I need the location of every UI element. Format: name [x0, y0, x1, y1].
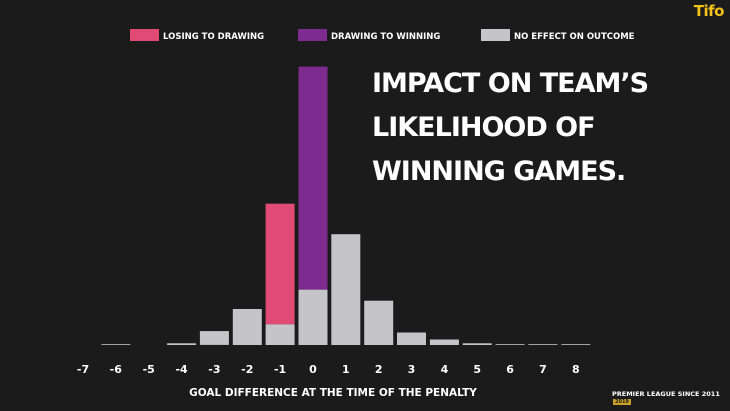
x-tick-label: -1 — [274, 363, 286, 376]
bar-no-effect-on-outcome-4 — [429, 339, 459, 345]
bar-no-effect-on-outcome-8 — [561, 344, 591, 345]
legend-swatch-no-effect-on-outcome — [481, 29, 510, 41]
x-tick-label: 0 — [309, 363, 317, 376]
bar-no-effect-on-outcome-3 — [397, 332, 426, 345]
brand-logo: Tifo — [693, 2, 725, 20]
footnote-text: Premier League since 2011 — [612, 390, 720, 398]
x-tick-label: 4 — [441, 363, 449, 376]
chart-title: Impact on team’s likelihood of winning g… — [372, 68, 649, 187]
footnote: Premier League since 2011 2019 — [612, 390, 730, 406]
bar-no-effect-on-outcome-2 — [364, 300, 394, 345]
x-tick-label: -7 — [77, 363, 89, 376]
x-axis-label: Goal difference at the time of the penal… — [189, 387, 477, 399]
legend-label-no-effect-on-outcome: No effect on outcome — [514, 32, 635, 42]
x-tick-label: 3 — [408, 363, 416, 376]
bar-no-effect-on-outcome-5 — [462, 343, 492, 345]
x-tick-label: -2 — [241, 363, 253, 376]
x-tick-label: 2 — [375, 363, 383, 376]
x-tick-label: 5 — [473, 363, 481, 376]
x-tick-label: -4 — [175, 363, 188, 376]
bar-no-effect-on-outcome-0 — [298, 289, 328, 345]
x-tick-labels: -7 -6 -5 -4 -3 -2 -1 0 1 2 3 4 5 6 7 8 — [77, 363, 580, 376]
legend-swatch-drawing-to-winning — [298, 29, 327, 41]
legend-label-drawing-to-winning: Drawing to winning — [331, 32, 440, 42]
bar-no-effect-on-outcome--6 — [101, 344, 131, 345]
bar-no-effect-on-outcome--4 — [167, 343, 197, 345]
footnote-badge: 2019 — [613, 399, 631, 405]
bars — [101, 66, 591, 345]
x-tick-label: 6 — [506, 363, 514, 376]
x-tick-label: -6 — [110, 363, 123, 376]
legend: Losing to drawing Drawing to winning No ef… — [130, 29, 635, 42]
legend-label-losing-to-drawing: Losing to drawing — [163, 32, 264, 42]
bar-no-effect-on-outcome-7 — [528, 344, 558, 345]
bar-no-effect-on-outcome--1 — [265, 324, 295, 345]
legend-swatch-losing-to-drawing — [130, 29, 159, 41]
x-tick-label: 1 — [342, 363, 350, 376]
bar-losing-to-drawing--1 — [265, 203, 295, 325]
x-tick-label: -3 — [208, 363, 220, 376]
bar-no-effect-on-outcome--2 — [232, 309, 262, 345]
x-tick-label: 8 — [572, 363, 580, 376]
x-tick-label: -5 — [143, 363, 155, 376]
x-tick-label: 7 — [539, 363, 547, 376]
bar-no-effect-on-outcome-6 — [495, 344, 525, 345]
bar-drawing-to-winning-0 — [298, 66, 328, 290]
bar-no-effect-on-outcome-1 — [331, 234, 361, 345]
bar-no-effect-on-outcome--3 — [199, 331, 229, 345]
